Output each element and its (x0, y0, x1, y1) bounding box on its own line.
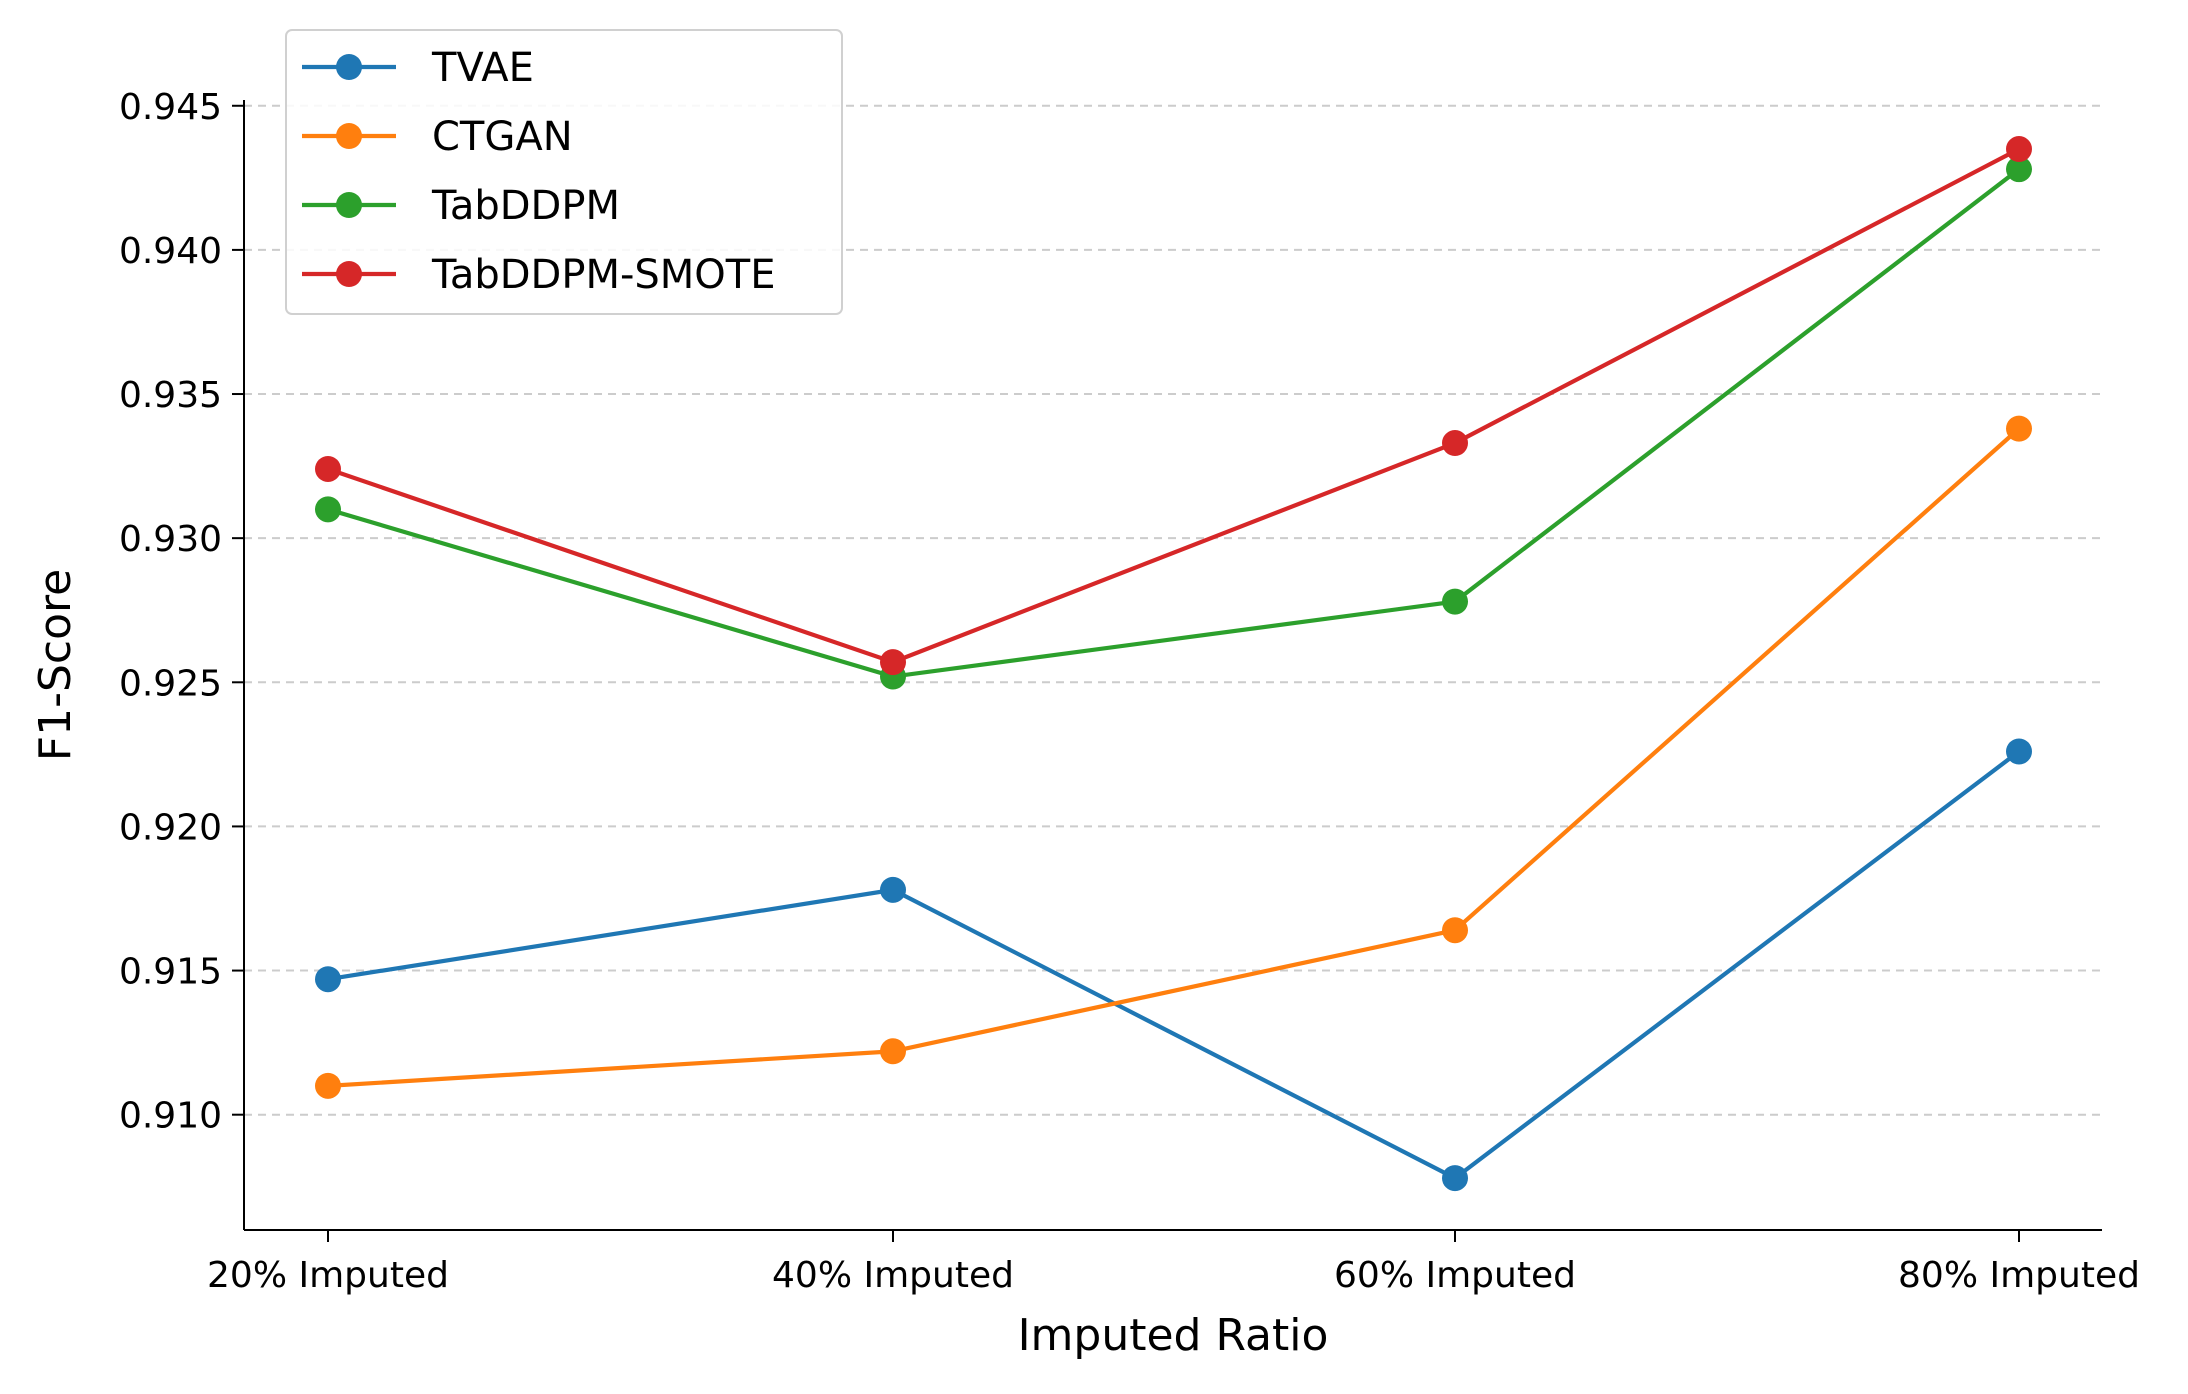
y-axis-label: F1-Score (30, 569, 81, 761)
x-axis-label: Imputed Ratio (1018, 1310, 1329, 1361)
data-point (2006, 156, 2032, 183)
legend-marker (336, 123, 362, 149)
x-ticks: 20% Imputed 40% Imputed 60% Imputed 80% Imp… (207, 1230, 2140, 1296)
legend-label: TVAE (431, 45, 534, 91)
legend-marker (336, 54, 362, 80)
legend-item: TabDDPM-SMOTE (302, 252, 775, 298)
y-ticks: 0.910 0.915 0.920 0.925 0.930 0.935 0.940 0.945 (119, 87, 244, 1137)
data-point (880, 1038, 906, 1065)
data-point (315, 496, 341, 523)
data-point (880, 876, 906, 903)
legend-item: TVAE (302, 45, 534, 91)
data-point (2006, 136, 2032, 163)
legend-label: CTGAN (432, 114, 573, 160)
y-tick-label: 0.915 (119, 952, 222, 993)
y-tick-label: 0.935 (119, 375, 222, 416)
y-tick-label: 0.920 (119, 807, 222, 848)
series-line (327, 167, 2021, 679)
y-tick-label: 0.945 (119, 87, 222, 128)
legend-marker (336, 261, 362, 287)
series-line (327, 147, 2020, 665)
legend-frame (285, 29, 843, 315)
series-line (327, 749, 2021, 1181)
data-point (315, 455, 341, 482)
data-point (880, 649, 906, 676)
data-point (2006, 415, 2032, 442)
x-tick-label: 20% Imputed (207, 1255, 449, 1296)
legend-marker (336, 192, 362, 218)
x-tick-label: 60% Imputed (1334, 1255, 1576, 1296)
data-point (315, 966, 341, 993)
data-point (1442, 588, 1468, 615)
series-ctgan (315, 415, 2032, 1099)
y-tick-label: 0.925 (119, 663, 222, 704)
series-lines (315, 136, 2032, 1192)
data-point (1442, 917, 1468, 944)
legend-label: TabDDPM-SMOTE (431, 252, 775, 298)
series-tabddpm (315, 156, 2032, 690)
x-tick-label: 40% Imputed (772, 1255, 1014, 1296)
y-tick-label: 0.910 (119, 1096, 222, 1137)
series-line (327, 427, 2021, 1088)
y-tick-label: 0.930 (119, 519, 222, 560)
data-point (1442, 1165, 1468, 1192)
data-point (1442, 430, 1468, 457)
series-tabddpm-smote (315, 136, 2032, 676)
x-tick-label: 80% Imputed (1898, 1255, 2140, 1296)
legend-item: CTGAN (302, 114, 573, 160)
legend: TVAE CTGAN TabDDPM TabDDPM-SMOTE (285, 29, 843, 315)
legend-label: TabDDPM (431, 183, 620, 229)
legend-item: TabDDPM (302, 183, 620, 229)
y-tick-label: 0.940 (119, 231, 222, 272)
series-tvae (315, 738, 2032, 1192)
data-point (315, 1072, 341, 1099)
data-point (2006, 738, 2032, 765)
